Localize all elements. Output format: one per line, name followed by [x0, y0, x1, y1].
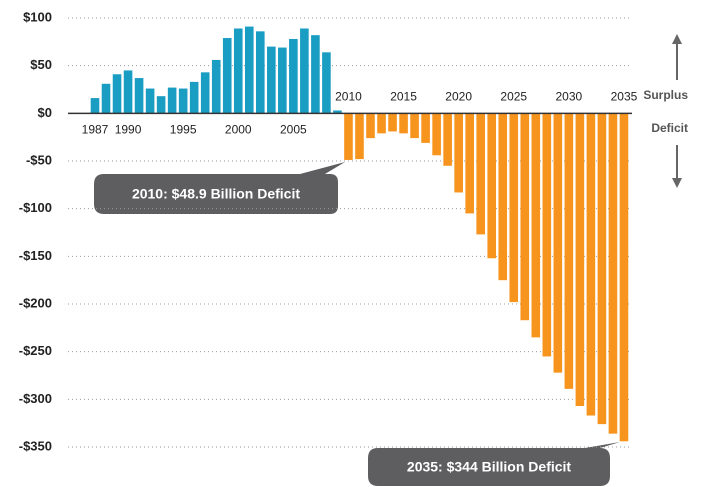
annotation: 2035: $344 Billion Deficit — [407, 459, 572, 475]
bar — [399, 113, 408, 134]
y-tick-label: -$100 — [19, 200, 52, 215]
legend-label: Surplus — [643, 88, 688, 102]
bar — [123, 70, 133, 114]
bar — [564, 113, 574, 389]
y-tick-label: -$50 — [26, 152, 52, 167]
bar — [454, 113, 463, 193]
x-tick-label: 2025 — [500, 90, 527, 104]
bar — [222, 38, 232, 114]
x-tick-label: 1987 — [82, 123, 109, 137]
x-tick-label: 2000 — [225, 123, 252, 137]
bar — [189, 81, 199, 114]
bar — [597, 113, 607, 425]
bar — [608, 113, 618, 434]
bar — [244, 26, 254, 114]
bar — [333, 110, 342, 114]
bar — [377, 113, 386, 134]
legend-label: Deficit — [651, 121, 688, 135]
y-tick-label: $0 — [38, 105, 52, 120]
y-tick-label: -$200 — [19, 295, 52, 310]
x-tick-label: 2035 — [611, 90, 638, 104]
bar — [531, 113, 541, 338]
bar — [553, 113, 563, 373]
legend-arrows — [672, 34, 682, 188]
bar — [366, 113, 375, 139]
bar — [465, 113, 474, 214]
x-tick-label: 1990 — [115, 123, 142, 137]
y-tick-label: $50 — [30, 57, 52, 72]
bar — [134, 78, 144, 114]
bar — [167, 87, 177, 114]
bar — [267, 46, 276, 114]
callout-box — [368, 442, 620, 486]
y-tick-label: -$300 — [19, 391, 52, 406]
bar — [156, 96, 166, 114]
callout-box — [94, 162, 345, 214]
x-tick-label: 2005 — [280, 123, 307, 137]
bar — [443, 113, 452, 166]
bar — [542, 113, 552, 357]
annotation: 2010: $48.9 Billion Deficit — [132, 186, 300, 202]
x-tick-label: 2010 — [335, 90, 362, 104]
bar — [256, 31, 265, 114]
bar — [322, 52, 331, 114]
bar — [178, 88, 188, 114]
bar — [575, 113, 585, 407]
bar — [410, 113, 419, 139]
x-tick-label: 2015 — [390, 90, 417, 104]
bar — [520, 113, 530, 321]
y-tick-label: -$150 — [19, 248, 52, 263]
bar — [311, 35, 320, 114]
bar — [233, 28, 243, 114]
bar — [487, 113, 497, 259]
bar — [211, 59, 221, 114]
x-tick-label: 2030 — [556, 90, 583, 104]
bar — [498, 113, 508, 281]
bar — [344, 113, 353, 160]
bar — [90, 98, 100, 114]
bar — [289, 38, 298, 114]
y-tick-label: -$250 — [19, 343, 52, 358]
bar — [476, 113, 485, 235]
bar — [432, 113, 441, 156]
bar — [619, 113, 629, 442]
y-tick-label: -$350 — [19, 438, 52, 453]
bar — [145, 88, 155, 114]
bar — [421, 113, 430, 143]
bar — [200, 72, 210, 114]
bar — [101, 83, 111, 114]
bar — [112, 74, 122, 114]
bar — [300, 28, 309, 114]
x-tick-label: 1995 — [170, 123, 197, 137]
y-tick-label: $100 — [23, 9, 52, 24]
bar — [586, 113, 596, 416]
bar — [278, 47, 287, 114]
bar — [355, 113, 364, 160]
bar — [509, 113, 519, 303]
bar — [388, 113, 397, 132]
x-tick-label: 2020 — [445, 90, 472, 104]
